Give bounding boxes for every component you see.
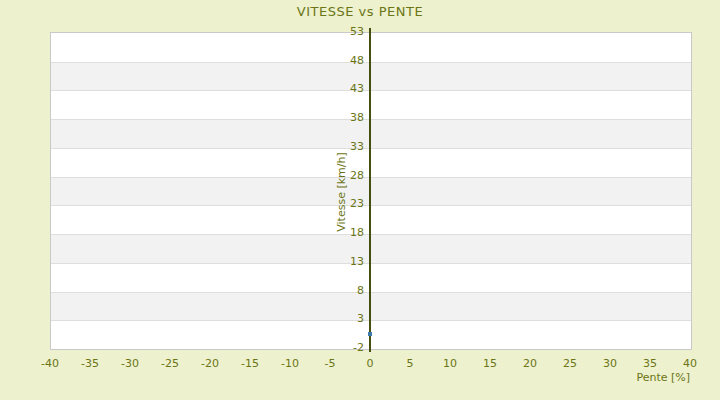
x-tick-label: 0 — [367, 357, 374, 370]
y-axis-line — [369, 28, 371, 352]
y-tick-label: 23 — [0, 197, 364, 211]
y-tick-label: 53 — [0, 25, 364, 39]
x-tick-label: -30 — [121, 357, 139, 370]
y-tick-label: 38 — [0, 111, 364, 125]
x-tick-label: -15 — [241, 357, 259, 370]
x-tick-label: -35 — [81, 357, 99, 370]
y-tick-label: 43 — [0, 82, 364, 96]
x-tick-label: -25 — [161, 357, 179, 370]
y-tick-label: -2 — [0, 341, 364, 355]
data-point-marker — [368, 332, 372, 336]
x-tick-label: 30 — [603, 357, 617, 370]
chart-page: VITESSE vs PENTE Vitesse [km/h] Pente [%… — [0, 0, 720, 400]
y-tick-label: 8 — [0, 284, 364, 298]
y-tick-label: 18 — [0, 226, 364, 240]
x-tick-label: 5 — [407, 357, 414, 370]
x-tick-label: -5 — [325, 357, 336, 370]
x-tick-label: 35 — [643, 357, 657, 370]
x-tick-label: 15 — [483, 357, 497, 370]
y-axis-title: Vitesse [km/h] — [335, 152, 348, 232]
x-tick-label: 20 — [523, 357, 537, 370]
x-tick-label: 10 — [443, 357, 457, 370]
x-tick-label: 25 — [563, 357, 577, 370]
y-tick-label: 33 — [0, 140, 364, 154]
y-tick-label: 48 — [0, 54, 364, 68]
x-tick-label: -20 — [201, 357, 219, 370]
y-tick-label: 13 — [0, 255, 364, 269]
x-axis-title: Pente [%] — [0, 371, 690, 384]
y-tick-label: 28 — [0, 169, 364, 183]
plot-area — [50, 32, 692, 350]
x-tick-label: 40 — [683, 357, 697, 370]
y-tick-label: 3 — [0, 312, 364, 326]
x-tick-label: -40 — [41, 357, 59, 370]
chart-title: VITESSE vs PENTE — [0, 4, 720, 19]
x-tick-label: -10 — [281, 357, 299, 370]
